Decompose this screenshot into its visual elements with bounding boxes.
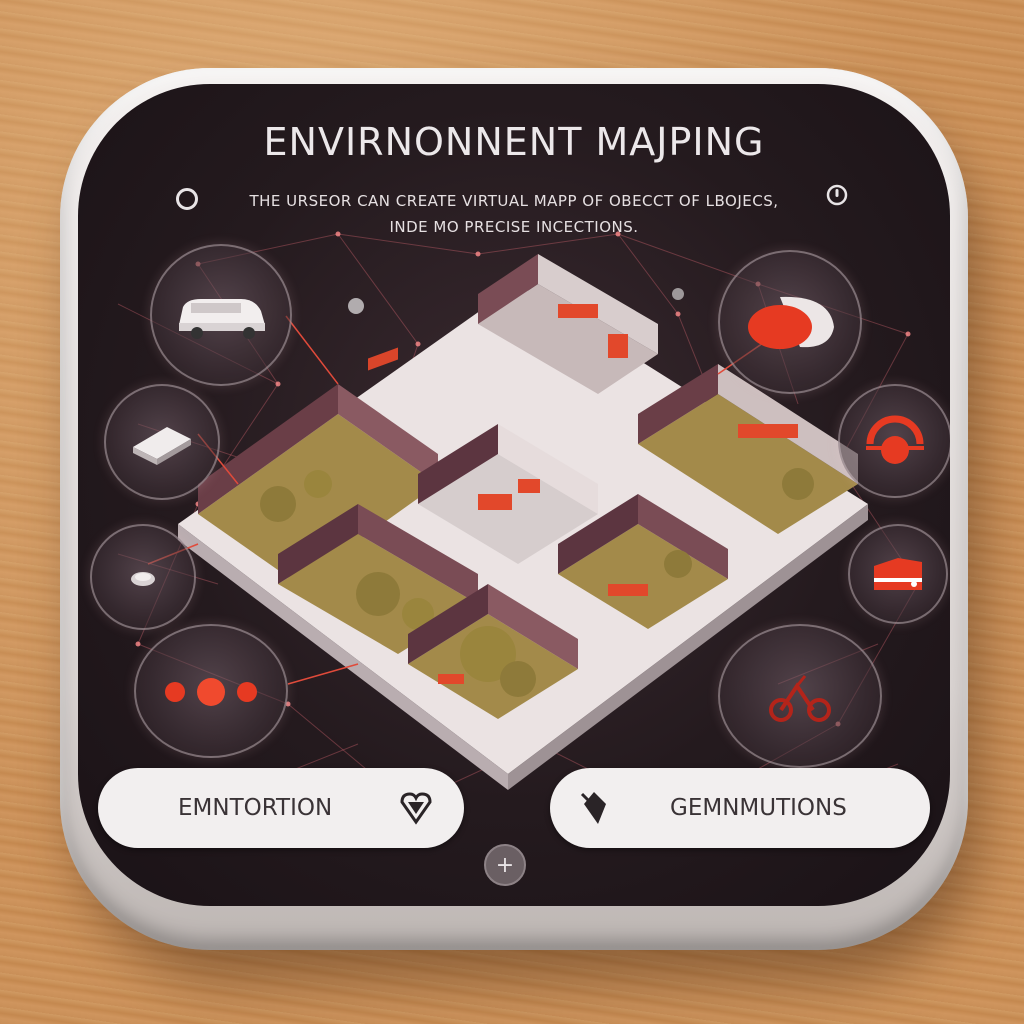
room-center (418, 424, 598, 564)
gemnmutions-button[interactable]: GEMNMUTIONS (550, 768, 930, 848)
floor-plan-map[interactable] (78, 84, 950, 906)
pod-controller[interactable] (134, 624, 288, 758)
room-bottom-right (558, 494, 728, 629)
emntortion-button-label: EMNTORTION (178, 795, 333, 821)
subtitle-line-2: INDE MO PRECISE INCECTIONS. (389, 218, 639, 236)
status-indicator-icon[interactable] (176, 188, 198, 210)
pod-cushion[interactable] (718, 250, 862, 394)
page-title: ENVIRNONNENT MAJPING (263, 120, 765, 164)
app-screen: ENVIRNONNENT MAJPING THE URSEOR CAN CREA… (78, 84, 950, 906)
add-button-label: + (495, 852, 515, 878)
map-slab-side-left (178, 524, 508, 790)
toolbox-icon (874, 558, 922, 590)
scooter-icon (769, 675, 831, 722)
room-top-center (478, 254, 658, 394)
subtitle-line-1: THE URSEOR CAN CREATE VIRTUAL MAPP OF OB… (249, 192, 779, 210)
power-icon[interactable] (826, 184, 848, 206)
heart-shield-icon (400, 792, 432, 825)
car-icon (179, 299, 265, 339)
pod-toolbox[interactable] (848, 524, 948, 624)
gemnmutions-button-label: GEMNMUTIONS (670, 795, 847, 821)
pod-dial[interactable] (838, 384, 950, 498)
diamond-icon (580, 792, 606, 824)
dial-icon (866, 415, 924, 464)
room-top-left (198, 347, 438, 584)
room-right (638, 364, 858, 534)
cushion-icon (748, 296, 834, 349)
page-subtitle: THE URSEOR CAN CREATE VIRTUAL MAPP OF OB… (228, 188, 800, 240)
pod-car[interactable] (150, 244, 292, 386)
tablet-icon (133, 427, 191, 465)
emntortion-button[interactable]: EMNTORTION (98, 768, 464, 848)
sensor-icon (131, 572, 155, 586)
pod-tablet[interactable] (104, 384, 220, 500)
room-bottom-center (408, 584, 578, 719)
add-button[interactable]: + (484, 844, 526, 886)
controller-icon (165, 678, 257, 706)
map-slab-side-right (508, 504, 868, 790)
pod-sensor[interactable] (90, 524, 196, 630)
pod-scooter[interactable] (718, 624, 882, 768)
